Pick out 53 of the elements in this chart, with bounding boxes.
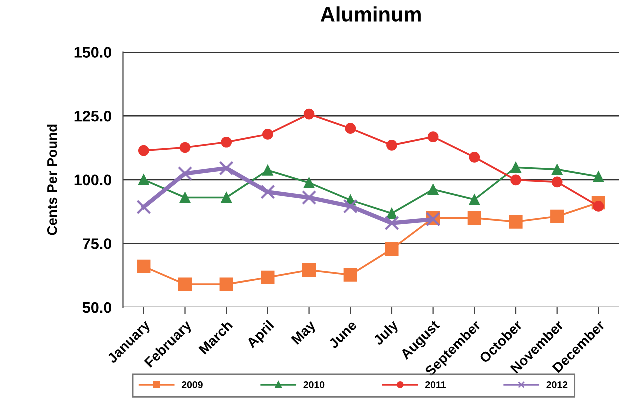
point (344, 268, 358, 282)
point (221, 136, 232, 148)
point (386, 208, 398, 220)
point (262, 129, 274, 140)
y-tick-label: 100.0 (74, 174, 112, 186)
x-tick-label: July (372, 319, 402, 348)
y-tick-label: 50.0 (82, 302, 112, 314)
point (468, 211, 482, 225)
point (428, 184, 439, 196)
y-tick-label: 75.0 (83, 238, 112, 250)
point (261, 270, 275, 284)
point (260, 184, 276, 200)
point (552, 164, 563, 176)
point (593, 171, 604, 182)
point (180, 142, 191, 154)
point (469, 194, 480, 206)
point (343, 199, 358, 214)
point (178, 278, 192, 292)
point (384, 216, 400, 231)
point (220, 278, 234, 292)
y-axis-title: Cents Per Pound (47, 124, 58, 236)
point (469, 152, 480, 163)
point (302, 190, 317, 206)
point (262, 165, 274, 176)
point (180, 192, 191, 204)
point (136, 200, 152, 215)
point (304, 108, 315, 120)
point (137, 260, 151, 274)
legend-label: 2012 (546, 382, 568, 388)
point (385, 242, 399, 256)
point (428, 132, 439, 142)
point (138, 145, 150, 156)
point (593, 201, 604, 212)
legend-label: 2011 (425, 382, 446, 388)
point (552, 176, 563, 188)
y-tick-label: 150.0 (74, 47, 112, 58)
point (345, 123, 356, 134)
point (510, 174, 522, 186)
legend-label: 2010 (304, 382, 325, 388)
point (550, 210, 564, 224)
point (178, 166, 193, 182)
point (509, 215, 523, 229)
point (386, 140, 398, 151)
point (304, 178, 315, 188)
point (221, 192, 232, 204)
point (510, 162, 522, 174)
legend-label: 2009 (182, 382, 203, 388)
y-tick-label: 125.0 (74, 110, 112, 122)
chart-title: Aluminum (320, 6, 421, 22)
point (219, 161, 234, 176)
x-tick-label: May (291, 320, 318, 347)
point (138, 174, 150, 186)
point (302, 263, 316, 278)
